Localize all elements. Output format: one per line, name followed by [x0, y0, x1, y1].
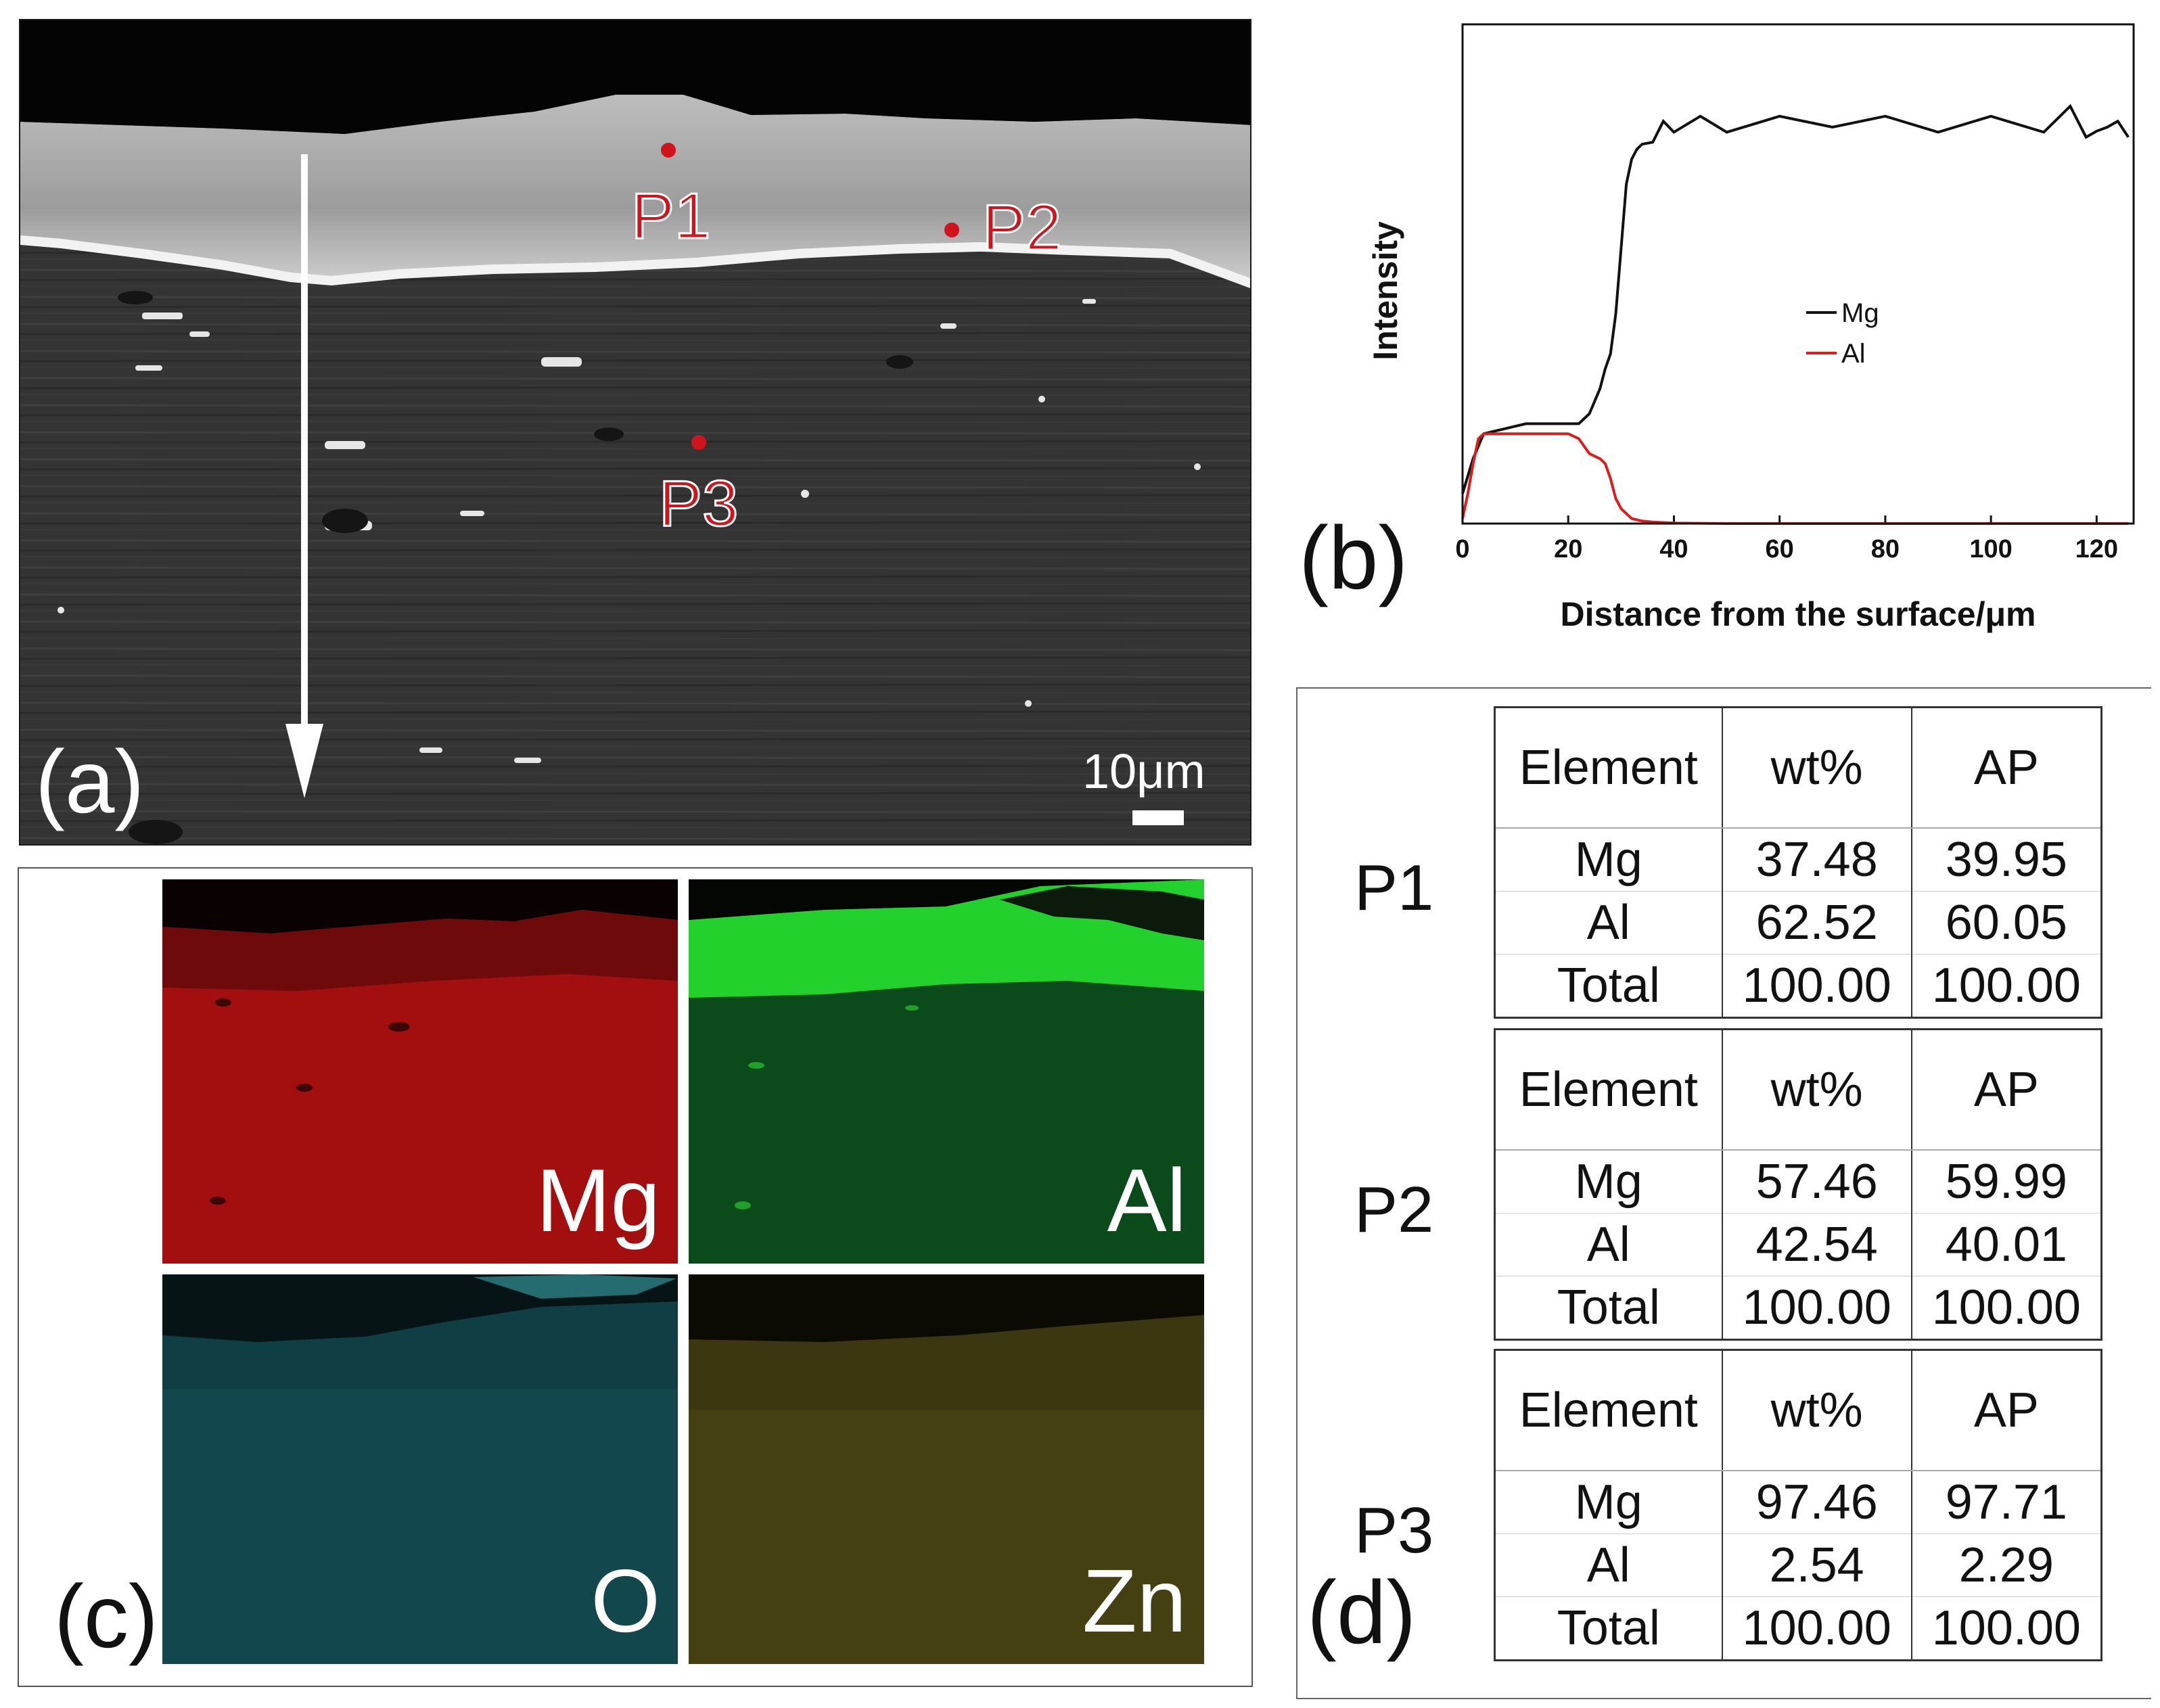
cell: 2.29	[1911, 1533, 2102, 1597]
table-p1: Element wt% AP Mg 37.48 39.95 Al 62.52 60.05 T…	[1494, 706, 2102, 1019]
series-mg-line	[1461, 103, 2130, 494]
map-o-image	[162, 1274, 678, 1664]
cell: Al	[1494, 891, 1723, 954]
cell: 100.00	[1722, 1276, 1912, 1340]
group-p2-label: P2	[1354, 1174, 1434, 1246]
cell: 100.00	[1931, 1280, 2081, 1335]
map-mg-label: Mg	[536, 1151, 660, 1250]
linescan-arrowhead	[285, 724, 323, 798]
cell: 39.95	[1911, 828, 2102, 892]
table-p3: Element wt% AP Mg 97.46 97.71 Al 2.54 2.29 Tot…	[1494, 1349, 2102, 1661]
point-p1-label: P1	[630, 179, 711, 254]
point-p2-label: P2	[981, 191, 1062, 265]
header-ap: AP	[1911, 1349, 2102, 1471]
interface-line	[20, 235, 1250, 288]
x-tick-label: 20	[1554, 535, 1582, 563]
x-tick-label: 60	[1766, 535, 1794, 563]
cell: 37.48	[1722, 828, 1912, 892]
point-p3-label: P3	[658, 467, 739, 541]
linescan-chart: (b) Intensity Distance from the surface/…	[1299, 23, 2135, 633]
panel-c-letter: (c)	[54, 1567, 158, 1666]
header-wt: wt%	[1722, 707, 1912, 829]
y-axis-label: Intensity	[1366, 221, 1404, 361]
map-zn-image	[689, 1274, 1204, 1664]
cell: 62.52	[1722, 891, 1912, 954]
linescan-chart-panel: (b) Intensity Distance from the surface/…	[1272, 20, 2151, 656]
legend: Mg Al	[1806, 298, 1879, 369]
point-p1-marker	[661, 143, 676, 158]
x-tick-label: 120	[2075, 535, 2118, 563]
cell: 57.46	[1722, 1150, 1912, 1214]
map-al: Al	[689, 879, 1204, 1264]
cell: Mg	[1494, 1471, 1723, 1534]
mounting-resin	[20, 20, 1250, 134]
header-ap: AP	[1911, 1029, 2102, 1151]
cell: Al	[1494, 1213, 1723, 1276]
x-tick-label: 100	[1969, 535, 2012, 563]
cell: 100.00	[1931, 1601, 2081, 1655]
scale-bar-label: 10μm	[1082, 745, 1205, 799]
sem-micrograph-panel: P1 P2 P3 10μm (a)	[19, 19, 1251, 846]
composition-tables-panel: (d) P1 Element wt% AP Mg 37.48 39.95 Al 62.52…	[1296, 687, 2151, 1699]
header-wt: wt%	[1722, 1349, 1912, 1471]
map-o: O	[162, 1274, 678, 1664]
map-o-label: O	[591, 1551, 660, 1651]
cell: 97.46	[1722, 1471, 1912, 1534]
cell: 40.01	[1911, 1213, 2102, 1276]
map-al-image	[689, 879, 1204, 1264]
plot-frame	[1461, 23, 2135, 525]
x-ticks: 0 20 40 60 80 100 120	[1455, 515, 2118, 563]
cell: 97.71	[1911, 1471, 2102, 1534]
cell: 100.00	[1722, 954, 1912, 1018]
series-al-line	[1461, 432, 2129, 525]
map-zn-label: Zn	[1082, 1551, 1187, 1651]
group-p1-label: P1	[1354, 852, 1434, 924]
panel-d-letter: (d)	[1307, 1563, 1417, 1662]
cell: 100.00	[1722, 1596, 1912, 1661]
cell: Total	[1494, 1596, 1723, 1661]
cell: Total	[1494, 1276, 1723, 1340]
cell: Total	[1494, 954, 1723, 1018]
cell: 42.54	[1722, 1213, 1912, 1276]
sem-image	[20, 20, 1250, 844]
cell: Mg	[1494, 828, 1723, 892]
header-ap: AP	[1911, 707, 2102, 829]
cell: 100.00	[1931, 959, 2081, 1013]
cell: 60.05	[1911, 891, 2102, 954]
header-wt: wt%	[1722, 1029, 1912, 1151]
x-tick-label: 40	[1659, 535, 1688, 563]
table-p2: Element wt% AP Mg 57.46 59.99 Al 42.54 40.01 T…	[1494, 1028, 2102, 1341]
map-zn: Zn	[689, 1274, 1204, 1664]
header-element: Element	[1494, 707, 1723, 829]
series-group	[1461, 103, 2130, 525]
header-element: Element	[1494, 1029, 1723, 1151]
group-p3-label: P3	[1354, 1494, 1434, 1567]
cell: Al	[1494, 1533, 1723, 1597]
legend-mg-label: Mg	[1841, 298, 1879, 328]
panel-b-letter: (b)	[1299, 508, 1408, 607]
scale-bar	[1132, 810, 1184, 825]
map-mg-image	[162, 879, 678, 1264]
point-p3-marker	[691, 435, 706, 450]
pores	[118, 291, 913, 844]
x-axis-label: Distance from the surface/μm	[1560, 595, 2036, 633]
header-element: Element	[1494, 1349, 1723, 1471]
point-p2-marker	[944, 223, 959, 237]
x-tick-label: 0	[1455, 535, 1469, 563]
panel-a-letter: (a)	[35, 732, 145, 831]
x-tick-label: 80	[1871, 535, 1900, 563]
coating-layer	[20, 95, 1250, 283]
eds-maps-panel: (c) Mg Al O	[18, 867, 1253, 1687]
map-mg: Mg	[162, 879, 678, 1264]
cell: 59.99	[1911, 1150, 2102, 1214]
legend-al-label: Al	[1841, 339, 1866, 369]
cell: Mg	[1494, 1150, 1723, 1214]
map-al-label: Al	[1107, 1151, 1187, 1250]
cell: 2.54	[1722, 1533, 1912, 1597]
